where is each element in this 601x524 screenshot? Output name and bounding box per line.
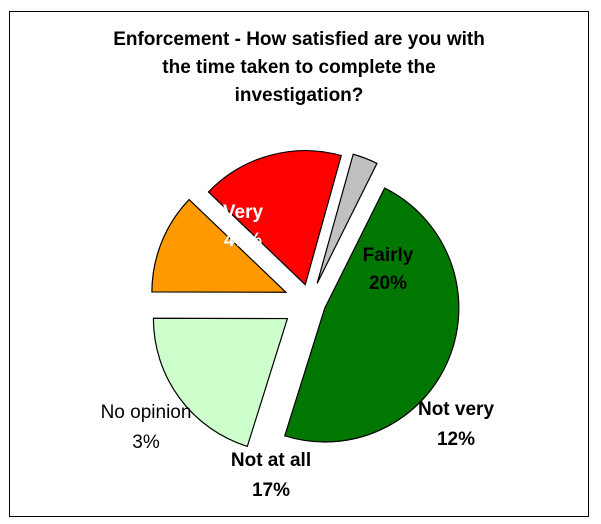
pie-label-not-very-name: Not very [418,399,494,420]
pie-label-no-opinion-name: No opinion [101,402,192,423]
pie-label-fairly-name: Fairly [363,245,414,266]
pie-label-not-at-all-value: 17% [252,480,290,501]
pie-slice-not-very [151,198,288,293]
pie-label-no-opinion-value: 3% [132,432,160,453]
pie-label-very-value: 47% [224,230,262,251]
chart-title-line-2: the time taken to complete the [162,57,436,78]
pie-label-not-at-all-name: Not at all [231,450,311,471]
chart-title-line-3: investigation? [234,85,364,106]
chart-title-line-1: Enforcement - How satisfied are you with [113,29,485,50]
pie-slice-no-opinion [316,153,378,284]
pie-label-fairly-value: 20% [369,273,407,294]
pie-slice-fairly [152,317,289,448]
pie-label-not-very-value: 12% [437,429,475,450]
pie-slice-not-at-all [207,150,342,286]
chart-title: Enforcement - How satisfied are you with… [9,26,589,110]
pie-label-very-name: Very [223,202,264,223]
pie-slice-very [283,187,460,443]
